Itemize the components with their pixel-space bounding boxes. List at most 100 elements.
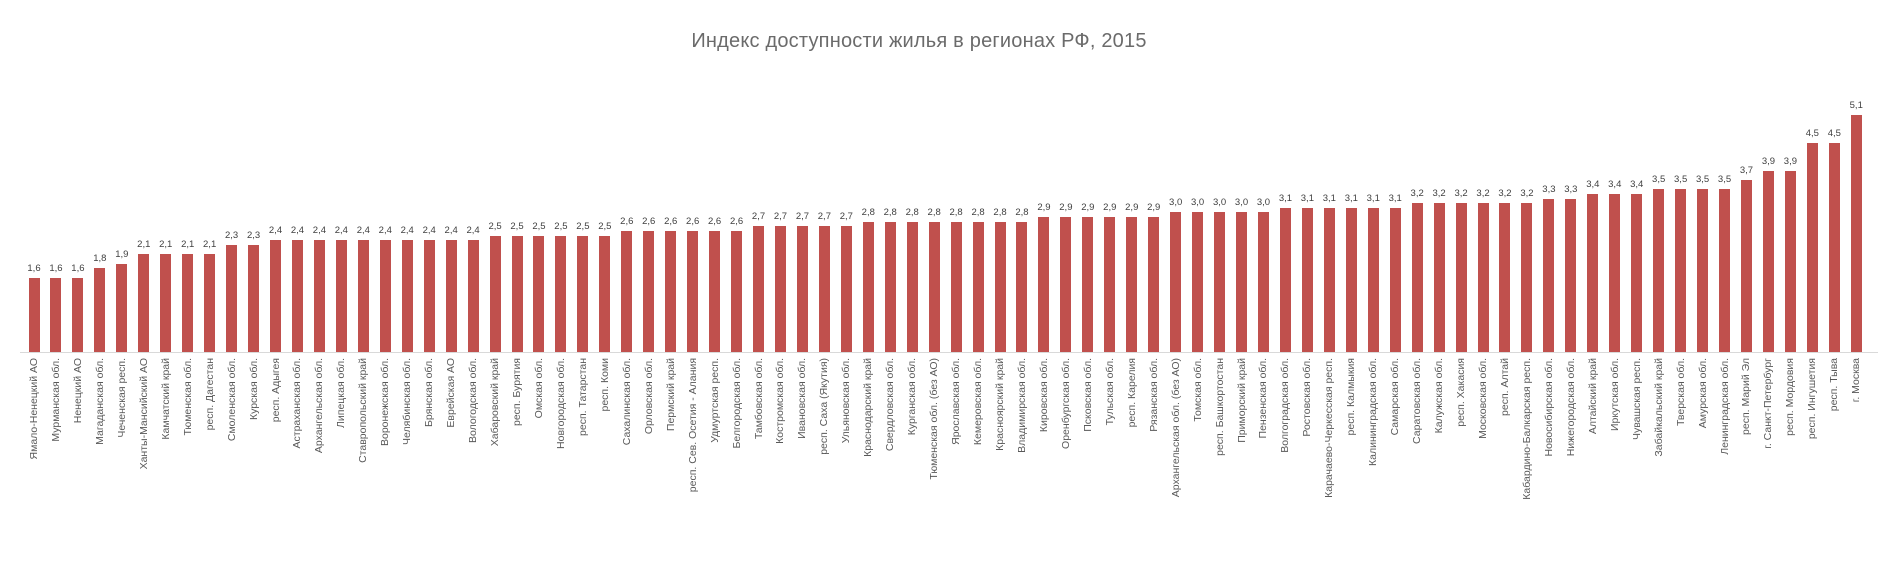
bar [116, 264, 128, 352]
bar-value-label: 2,8 [905, 207, 919, 218]
bar [1060, 217, 1072, 352]
bar [665, 231, 677, 352]
x-axis-label: респ. Калмыкия [1345, 358, 1358, 436]
bar [687, 231, 699, 352]
bar [182, 254, 194, 352]
bar-value-label: 3,0 [1169, 197, 1183, 208]
bar-value-label: 3,1 [1344, 193, 1358, 204]
bar-value-label: 2,7 [751, 211, 766, 222]
x-axis-label: Карачаево-Черкесская респ. [1323, 358, 1336, 498]
bar [1521, 203, 1533, 352]
bar-value-label: 2,8 [971, 207, 985, 218]
bar-value-label: 1,6 [27, 263, 41, 274]
bar [248, 245, 260, 352]
bar-value-label: 2,1 [137, 239, 151, 250]
bar-value-label: 3,4 [1608, 179, 1622, 190]
bar [423, 240, 435, 352]
bar-value-label: 1,8 [93, 253, 107, 264]
bar [1455, 203, 1467, 352]
bar-value-label: 2,4 [356, 225, 370, 236]
bar [1192, 212, 1204, 352]
bar-value-label: 3,0 [1234, 197, 1249, 208]
bar [1323, 208, 1335, 352]
bar [1016, 222, 1028, 352]
bar [906, 222, 918, 352]
bar [1104, 217, 1116, 352]
bar-value-label: 2,8 [861, 207, 875, 218]
x-axis-label: Костромская обл. [774, 358, 787, 444]
bar [489, 236, 501, 352]
bar [1148, 217, 1160, 352]
bar-value-label: 3,0 [1256, 197, 1271, 208]
bar [1257, 212, 1269, 352]
bar-value-label: 1,6 [49, 263, 63, 274]
x-axis-label: Самарская обл. [1389, 358, 1402, 436]
x-axis-label: Курская обл. [247, 358, 260, 421]
x-axis-label: Ивановская обл. [796, 358, 809, 439]
x-axis-label: Чувашская респ. [1630, 358, 1643, 441]
bar-value-label: 2,6 [620, 216, 634, 227]
x-axis-label: респ. Саха (Якутия) [818, 358, 831, 455]
bar [160, 254, 172, 352]
bar-value-label: 2,4 [290, 225, 305, 236]
bar [840, 226, 852, 352]
bar [204, 254, 216, 352]
x-axis-label: Чеченская респ. [115, 358, 128, 438]
x-axis-label: респ. Дагестан [203, 358, 216, 431]
x-axis-label: Камчатский край [159, 358, 172, 440]
x-axis-label: Магаданская обл. [93, 358, 106, 445]
x-axis-label: Тульская обл. [1103, 358, 1116, 426]
bar-value-label: 2,5 [598, 221, 612, 232]
x-axis-label: Смоленская обл. [225, 358, 238, 442]
bar [972, 222, 984, 352]
bar [226, 245, 238, 352]
x-axis-label: Кемеровская обл. [972, 358, 985, 446]
bar [928, 222, 940, 352]
bar-value-label: 2,9 [1081, 202, 1095, 213]
x-axis-label: респ. Бурятия [511, 358, 523, 427]
x-axis-label: респ. Хакасия [1455, 358, 1468, 427]
bar [1389, 208, 1401, 352]
x-axis-label: Томская обл. [1191, 358, 1204, 422]
x-axis-label: респ. Марий Эл [1740, 358, 1753, 435]
x-axis-label: Ульяновская обл. [840, 358, 853, 444]
bar [335, 240, 347, 352]
bar-value-label: 2,4 [422, 225, 436, 236]
bar [1543, 199, 1555, 352]
x-axis-label: Краснодарский край [862, 358, 875, 457]
bar [1587, 194, 1599, 352]
bar [1477, 203, 1489, 352]
x-axis-label: Оренбургская обл. [1059, 358, 1072, 449]
x-axis-label: Амурская обл. [1696, 358, 1709, 429]
bar-value-label: 1,9 [115, 249, 129, 260]
bar-value-label: 2,8 [949, 207, 963, 218]
bar-value-label: 3,0 [1212, 197, 1227, 208]
x-axis-label: Тамбовская обл. [752, 358, 765, 440]
x-axis-label: Сахалинская обл. [620, 358, 633, 446]
bar-value-label: 4,5 [1805, 128, 1819, 139]
bar [774, 226, 786, 352]
bar [862, 222, 874, 352]
bar [313, 240, 325, 352]
bar [357, 240, 369, 352]
bar [994, 222, 1006, 352]
bar-value-label: 3,2 [1410, 188, 1424, 199]
bar [555, 236, 567, 352]
bar-value-label: 3,7 [1739, 165, 1754, 176]
bar-value-label: 3,5 [1695, 174, 1710, 185]
bar [1126, 217, 1138, 352]
x-axis-label: Кабардино-Балкарская респ. [1520, 358, 1533, 500]
bar-value-label: 3,2 [1476, 188, 1490, 199]
x-axis-label: Архангельская обл. (без АО) [1169, 358, 1182, 498]
x-axis-label: респ. Тыва [1828, 358, 1841, 412]
bar-value-label: 2,8 [993, 207, 1007, 218]
x-axis-label: Тюменская обл. (без АО) [928, 358, 941, 480]
x-axis-label: Владимирская обл. [1015, 358, 1028, 453]
bar-value-label: 5,1 [1849, 100, 1863, 111]
bar [1719, 189, 1731, 352]
bar [1301, 208, 1313, 352]
bar-value-label: 2,4 [334, 225, 348, 236]
bar [1433, 203, 1445, 352]
x-axis-label: респ. Коми [598, 358, 611, 412]
